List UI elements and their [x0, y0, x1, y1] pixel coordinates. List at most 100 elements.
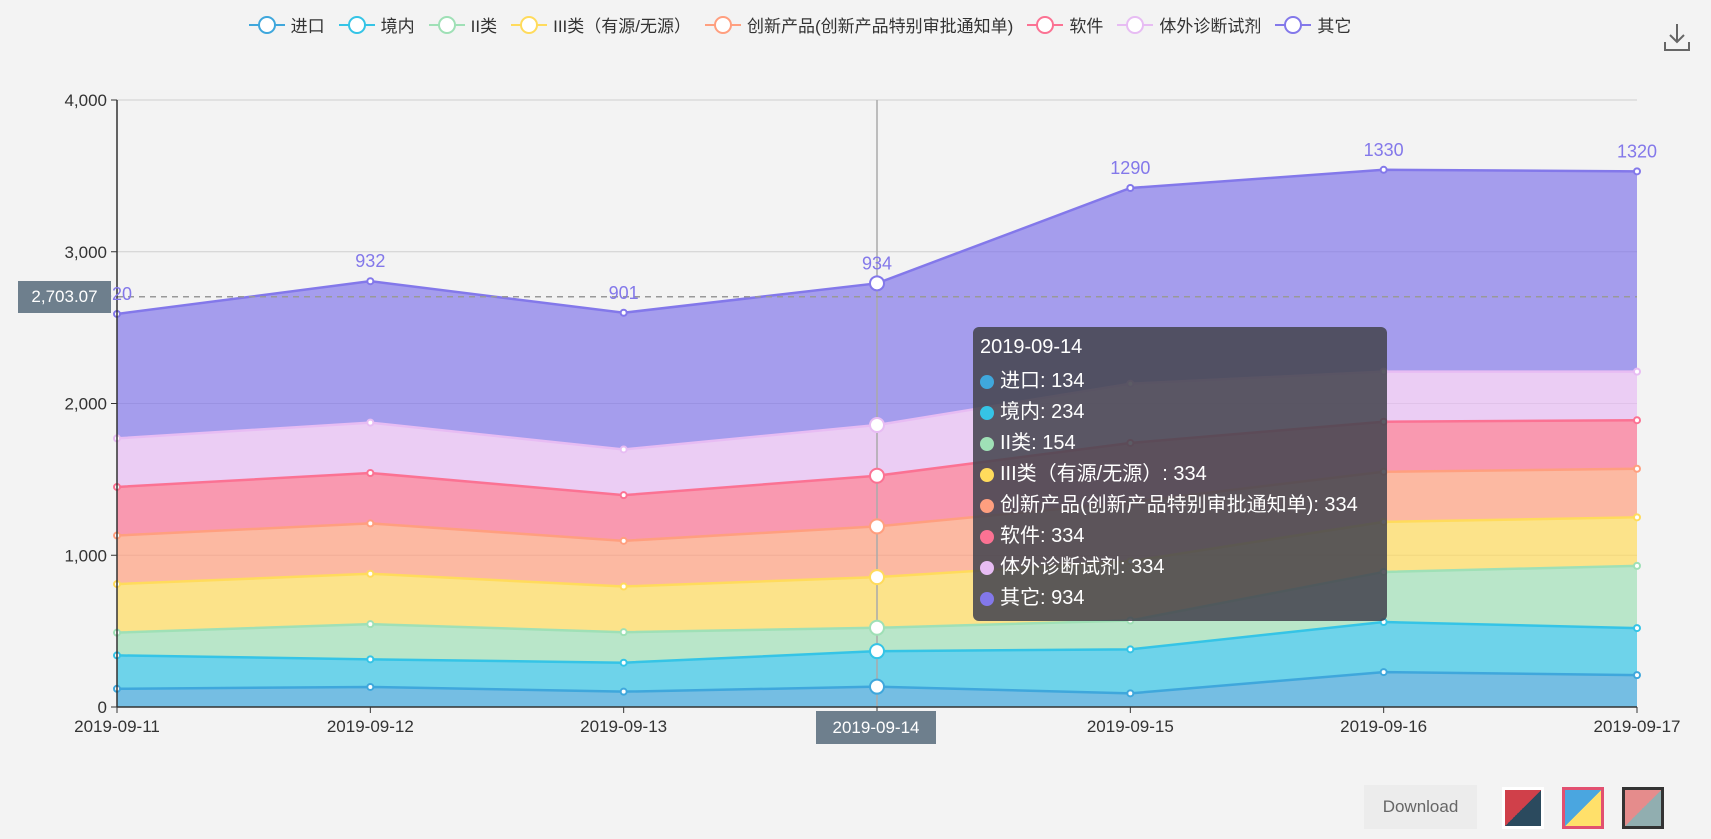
- tooltip-row-label: III类（有源/无源）: 334: [1000, 463, 1207, 485]
- legend-label: III类（有源/无源）: [553, 17, 692, 36]
- point-series-5[interactable]: [869, 467, 885, 484]
- theme-swatch-rose-teal[interactable]: [1622, 787, 1664, 829]
- x-tick-label: 2019-09-13: [580, 717, 667, 736]
- area-series-2: [117, 565, 1637, 663]
- legend-item-1[interactable]: 境内: [338, 12, 415, 37]
- point-series-7[interactable]: [869, 275, 885, 292]
- point-series-0[interactable]: [366, 682, 375, 691]
- data-label-top: 934: [862, 253, 892, 273]
- point-series-0[interactable]: [619, 687, 628, 696]
- point-series-7[interactable]: [619, 308, 628, 317]
- point-series-1[interactable]: [366, 655, 375, 664]
- point-series-7[interactable]: [1126, 184, 1135, 193]
- data-label-top: 932: [355, 251, 385, 271]
- point-series-0[interactable]: [1126, 689, 1135, 698]
- tooltip-row-label: 软件: 334: [1000, 525, 1085, 547]
- legend-label: 境内: [380, 17, 415, 36]
- legend-swatch-icon: [1117, 15, 1154, 35]
- tooltip-row: 境内: 234: [980, 397, 1380, 428]
- y-tick-label: 1,000: [64, 546, 107, 565]
- tooltip-row: II类: 154: [980, 428, 1380, 459]
- legend-item-2[interactable]: II类: [428, 12, 498, 37]
- legend-item-4[interactable]: 创新产品(创新产品特别审批通知单): [705, 12, 1013, 37]
- tooltip-row-label: II类: 154: [1000, 432, 1076, 454]
- point-series-2[interactable]: [869, 619, 885, 636]
- legend-swatch-icon: [1027, 15, 1064, 35]
- point-series-3[interactable]: [366, 569, 375, 578]
- tooltip-color-dot: [980, 591, 994, 606]
- legend-item-0[interactable]: 进口: [248, 12, 325, 37]
- tooltip-row-label: 境内: 234: [1000, 401, 1085, 423]
- point-series-3[interactable]: [869, 569, 885, 586]
- point-series-7[interactable]: [1633, 167, 1641, 176]
- tooltip-date: 2019-09-14: [980, 336, 1083, 358]
- x-tick-label: 2019-09-17: [1594, 717, 1681, 736]
- x-tick-label: 2019-09-12: [327, 717, 414, 736]
- tooltip-color-dot: [980, 467, 994, 482]
- tooltip-row-label: 其它: 934: [1000, 587, 1085, 609]
- point-series-1[interactable]: [869, 643, 885, 660]
- point-series-2[interactable]: [619, 628, 628, 637]
- point-series-2[interactable]: [1633, 561, 1641, 570]
- legend-label: 体外诊断试剂: [1159, 17, 1262, 36]
- legend-item-3[interactable]: III类（有源/无源）: [511, 12, 691, 37]
- tooltip-color-dot: [980, 374, 994, 389]
- axis-pointer-x-label: 2019-09-14: [816, 711, 936, 744]
- point-series-3[interactable]: [619, 582, 628, 591]
- data-label-top: 1330: [1364, 140, 1404, 160]
- legend-swatch-icon: [511, 15, 548, 35]
- tooltip-color-dot: [980, 560, 994, 575]
- point-series-0[interactable]: [1379, 668, 1388, 677]
- y-tick-label: 0: [98, 698, 107, 717]
- legend-label: 其它: [1317, 17, 1352, 36]
- point-series-4[interactable]: [619, 536, 628, 545]
- point-series-6[interactable]: [1633, 367, 1641, 376]
- point-series-0[interactable]: [1633, 671, 1641, 680]
- tooltip-row-label: 进口: 134: [1000, 370, 1085, 392]
- point-series-5[interactable]: [1633, 416, 1641, 425]
- theme-swatch-red-navy[interactable]: [1502, 787, 1544, 829]
- point-series-5[interactable]: [366, 469, 375, 478]
- point-series-7[interactable]: [366, 277, 375, 286]
- point-series-1[interactable]: [1126, 645, 1135, 654]
- point-series-6[interactable]: [869, 417, 885, 434]
- download-icon[interactable]: [1660, 20, 1694, 54]
- legend-item-7[interactable]: 其它: [1275, 12, 1351, 37]
- x-tick-label: 2019-09-16: [1340, 717, 1427, 736]
- point-series-7[interactable]: [1379, 165, 1388, 174]
- point-series-3[interactable]: [1633, 513, 1641, 522]
- axis-pointer-y-label: 2,703.07: [18, 281, 111, 313]
- point-series-5[interactable]: [619, 491, 628, 500]
- point-series-0[interactable]: [869, 678, 885, 695]
- legend-swatch-icon: [428, 15, 465, 35]
- point-series-6[interactable]: [366, 418, 375, 427]
- point-series-4[interactable]: [1633, 464, 1641, 473]
- tooltip-row: 进口: 134: [980, 366, 1380, 397]
- legend-label: 创新产品(创新产品特别审批通知单): [747, 17, 1014, 36]
- theme-swatch-blue-yellow[interactable]: [1562, 787, 1604, 829]
- tooltip-row: III类（有源/无源）: 334: [980, 459, 1380, 490]
- tooltip: 2019-09-14 进口: 134 境内: 234 II类: 154 III类（有源…: [973, 327, 1387, 621]
- legend-item-6[interactable]: 体外诊断试剂: [1117, 12, 1261, 37]
- point-series-6[interactable]: [619, 445, 628, 454]
- point-series-2[interactable]: [366, 620, 375, 629]
- tooltip-row-label: 体外诊断试剂: 334: [1000, 556, 1165, 578]
- y-tick-label: 3,000: [64, 243, 107, 262]
- legend-swatch-icon: [338, 15, 375, 35]
- tooltip-row: 创新产品(创新产品特别审批通知单): 334: [980, 490, 1380, 521]
- download-button[interactable]: Download: [1364, 785, 1477, 829]
- y-tick-label: 2,000: [64, 395, 107, 414]
- point-series-4[interactable]: [869, 518, 885, 535]
- tooltip-row: 其它: 934: [980, 583, 1380, 614]
- tooltip-color-dot: [980, 436, 994, 451]
- data-label-top: 1320: [1617, 141, 1657, 161]
- legend-item-5[interactable]: 软件: [1027, 12, 1103, 37]
- data-label-top: 901: [609, 283, 639, 303]
- legend-swatch-icon: [705, 15, 742, 35]
- point-series-1[interactable]: [619, 658, 628, 667]
- tooltip-color-dot: [980, 405, 994, 420]
- point-series-1[interactable]: [1633, 624, 1641, 633]
- tooltip-color-dot: [980, 529, 994, 544]
- point-series-4[interactable]: [366, 519, 375, 528]
- legend-label: II类: [470, 17, 498, 36]
